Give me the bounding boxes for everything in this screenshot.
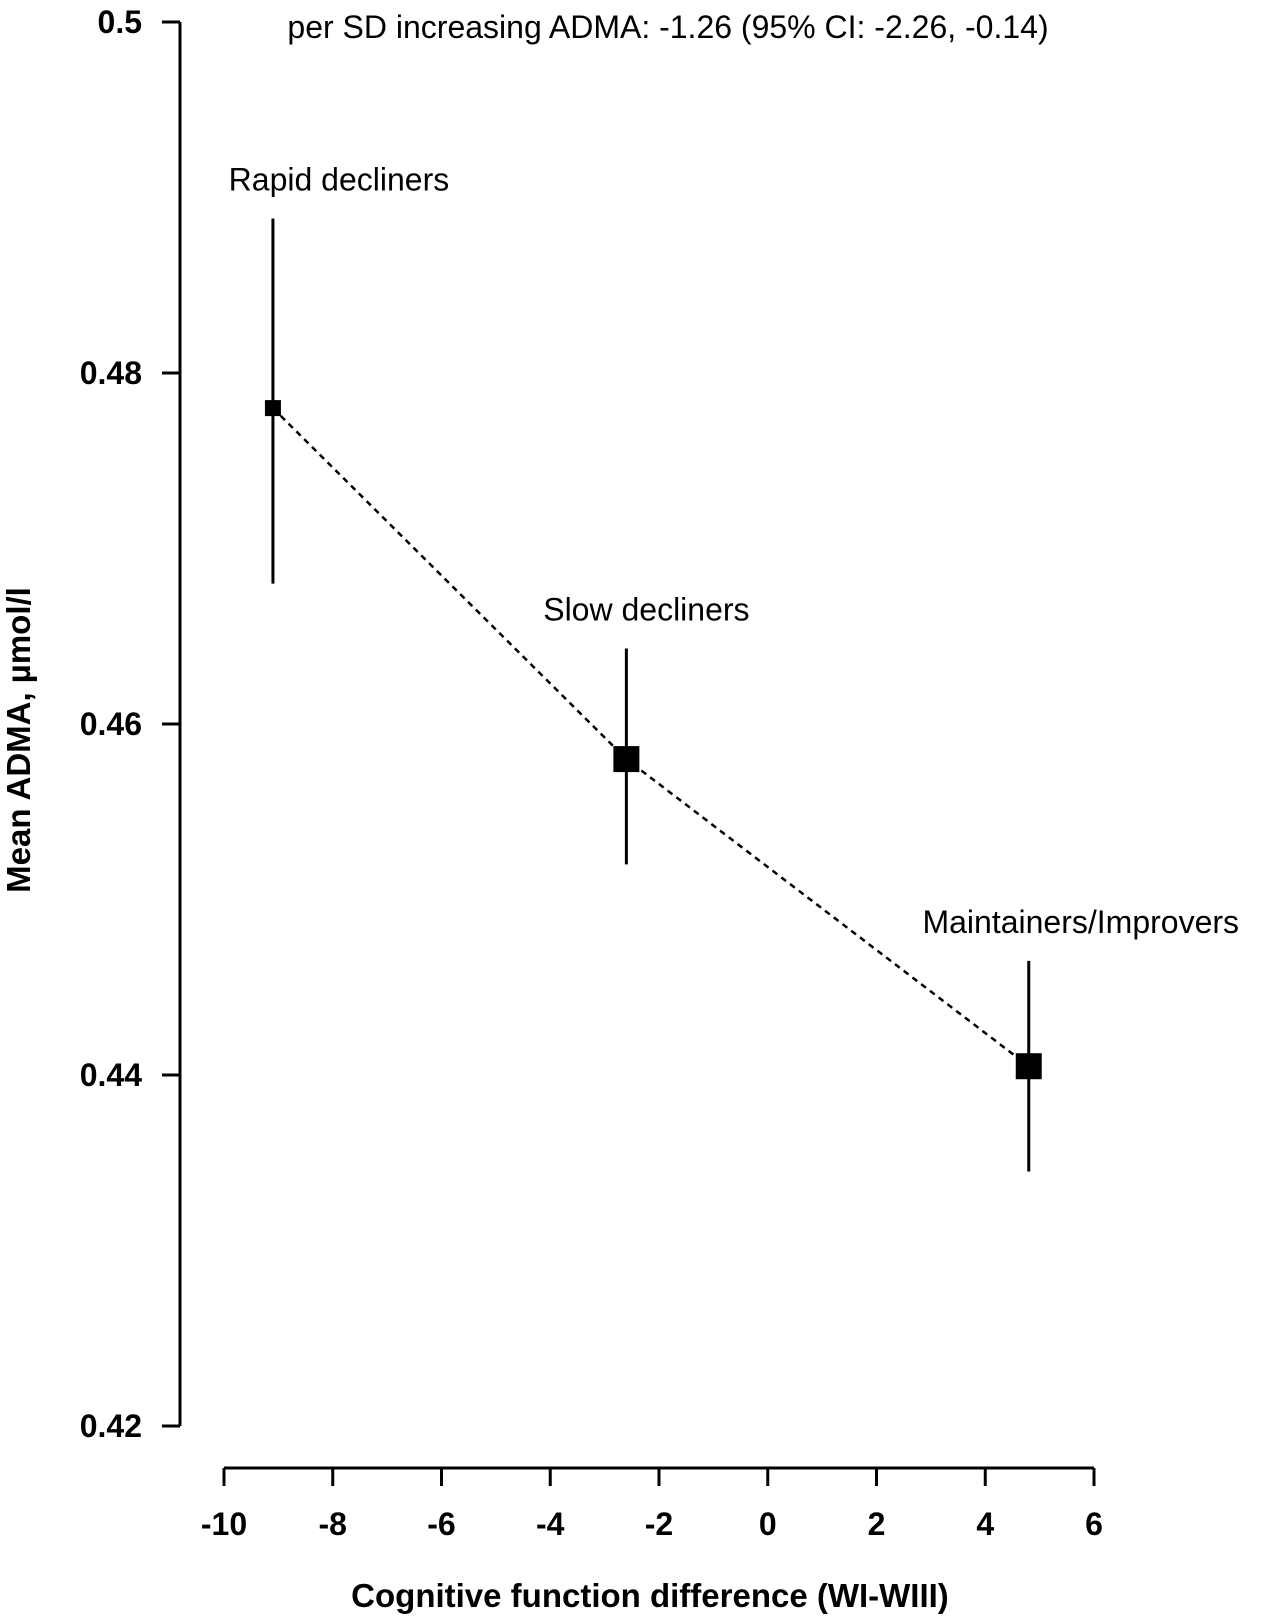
x-tick-label: -2 [645,1506,673,1542]
x-tick-label: -6 [427,1506,455,1542]
x-tick-label: -10 [201,1506,247,1542]
data-point-marker [1015,1053,1042,1080]
y-tick-label: 0.48 [80,355,142,391]
x-axis: -10 -8 -6 -4 -2 0 2 4 6 [201,1466,1103,1542]
plot-area: Rapid decliners Slow decliners Maintainers… [229,162,1239,1172]
x-tick-label: 2 [868,1506,886,1542]
y-axis: 0.42 0.44 0.46 0.48 0.5 [80,4,182,1444]
data-point-label: Maintainers/Improvers [922,904,1239,940]
x-tick-label: 0 [759,1506,777,1542]
x-tick-label: 6 [1085,1506,1103,1542]
data-point-label: Slow decliners [543,592,749,628]
x-tick-label: -4 [536,1506,565,1542]
y-tick-label: 0.5 [98,4,142,40]
x-tick-label: 4 [976,1506,994,1542]
chart-annotation: per SD increasing ADMA: -1.26 (95% CI: -… [287,9,1048,45]
x-axis-title: Cognitive function difference (WI-WIII) [351,1577,949,1614]
data-point-marker [264,400,281,417]
data-point-label: Rapid decliners [229,162,450,198]
y-axis-title: Mean ADMA, µmol/l [0,587,37,893]
trend-line [272,407,1030,1068]
data-point-marker [613,746,640,773]
y-tick-label: 0.42 [80,1408,142,1444]
y-tick-label: 0.46 [80,706,142,742]
x-tick-label: -8 [319,1506,347,1542]
y-tick-label: 0.44 [80,1057,142,1093]
